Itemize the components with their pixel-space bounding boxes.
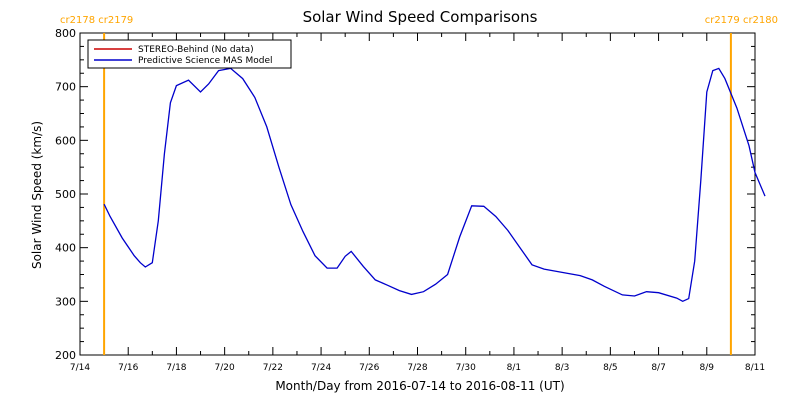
x-tick-label: 8/9 <box>700 363 715 373</box>
y-axis: 200 300 400 500 600 700 800 <box>55 27 755 362</box>
x-tick-label: 7/24 <box>311 363 331 373</box>
y-tick-label: 500 <box>55 188 76 201</box>
y-tick-label: 800 <box>55 27 76 40</box>
carrington-label: cr2178 cr2179 <box>60 15 133 26</box>
legend: STEREO-Behind (No data)Predictive Scienc… <box>87 39 292 69</box>
y-tick-label: 400 <box>55 242 76 255</box>
x-tick-label: 8/1 <box>507 363 521 373</box>
y-tick-label: 600 <box>55 134 76 147</box>
x-axis: 7/14 7/16 7/18 7/20 7/22 7/24 7/26 7/28 7/30 8/1 8… <box>70 33 765 373</box>
x-tick-label: 7/26 <box>359 363 379 373</box>
x-tick-label: 7/30 <box>456 363 476 373</box>
legend-box <box>87 39 292 69</box>
x-tick-label: 7/20 <box>215 363 235 373</box>
plot-frame <box>79 32 756 356</box>
carrington-labels: cr2178 cr2179 cr2179 cr2180 <box>60 15 778 26</box>
x-tick-label: 7/28 <box>407 363 427 373</box>
x-axis-label: Month/Day from 2016-07-14 to 2016-08-11 … <box>275 379 564 393</box>
x-tick-label: 7/14 <box>70 363 90 373</box>
series-line <box>103 67 766 303</box>
x-tick-label: 7/16 <box>118 363 138 373</box>
x-tick-label: 8/3 <box>555 363 569 373</box>
x-tick-label: 7/18 <box>166 363 186 373</box>
carrington-markers <box>103 33 732 355</box>
y-tick-label: 300 <box>55 295 76 308</box>
legend-entry: Predictive Science MAS Model <box>138 56 273 66</box>
legend-entry: STEREO-Behind (No data) <box>138 45 254 55</box>
y-tick-label: 200 <box>55 349 76 362</box>
x-tick-label: 8/7 <box>651 363 665 373</box>
series-layer <box>103 67 766 303</box>
carrington-label: cr2179 cr2180 <box>705 15 778 26</box>
x-tick-label: 8/5 <box>603 363 617 373</box>
chart-title: Solar Wind Speed Comparisons <box>303 8 538 26</box>
y-axis-label: Solar Wind Speed (km/s) <box>30 121 44 269</box>
x-tick-label: 7/22 <box>263 363 283 373</box>
plot-border <box>79 32 756 356</box>
x-tick-label: 8/11 <box>745 363 765 373</box>
y-tick-label: 700 <box>55 81 76 94</box>
